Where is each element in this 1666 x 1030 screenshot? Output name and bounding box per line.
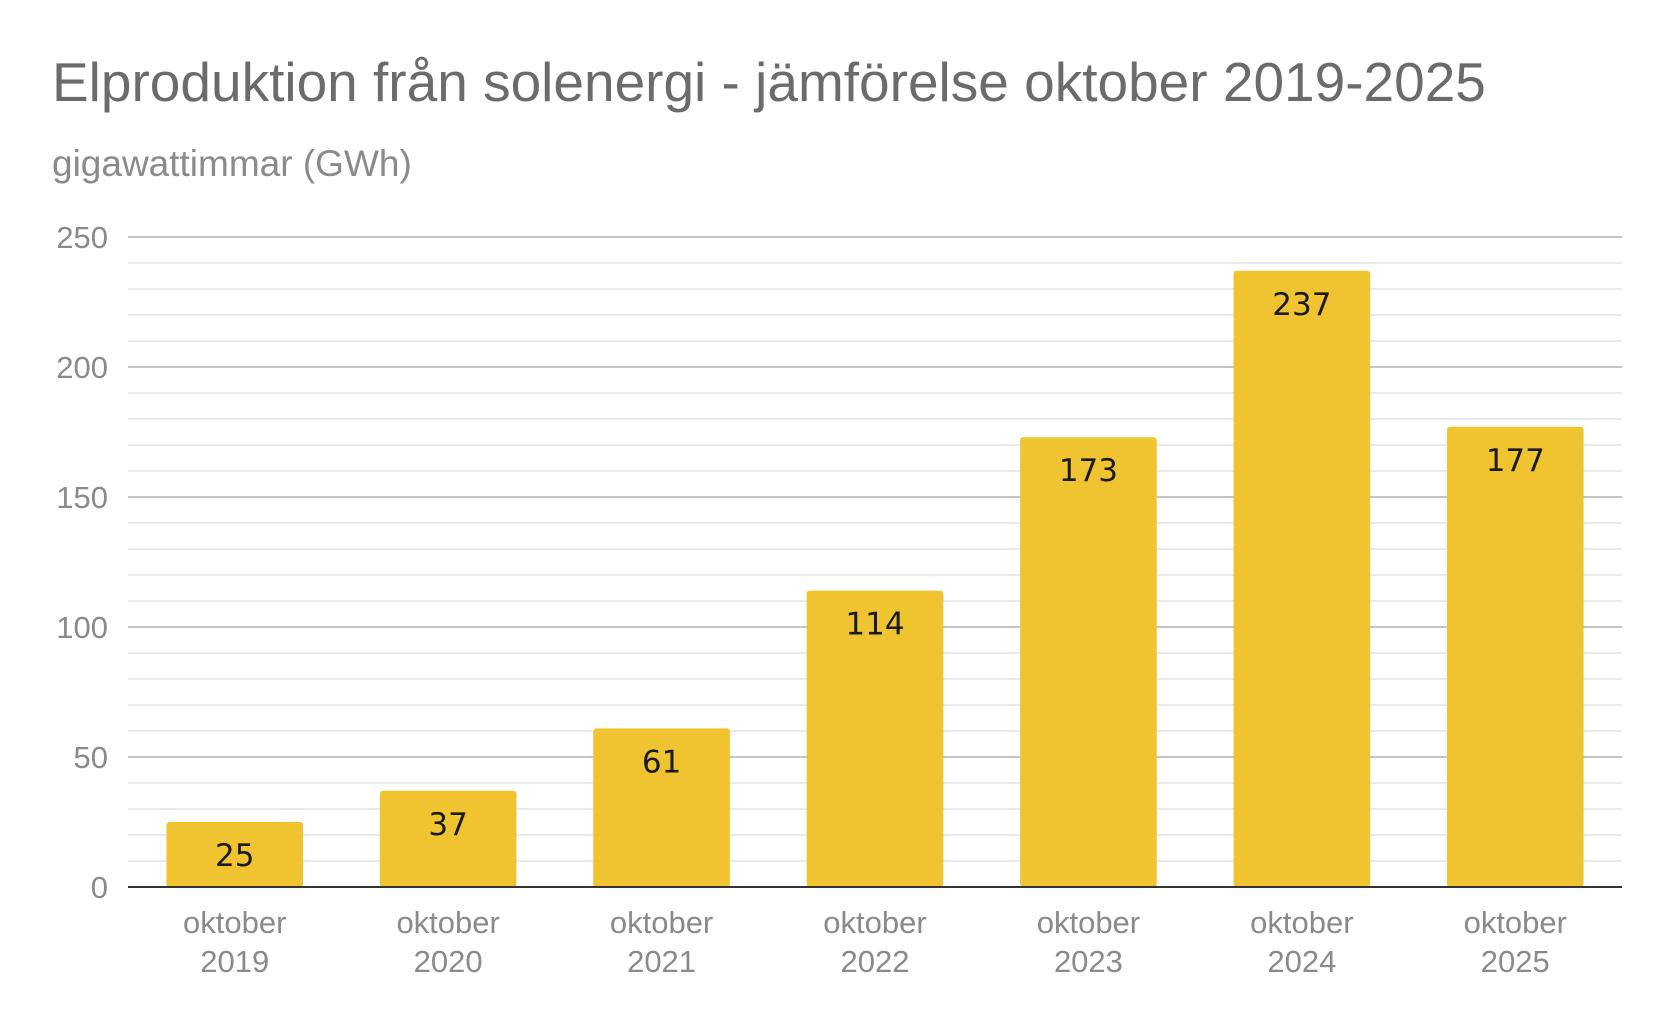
data-label: 37 <box>428 807 467 843</box>
data-labels: 25 37 61 114 173 237 177 <box>215 287 1545 874</box>
bar <box>806 590 944 887</box>
bar <box>593 728 730 887</box>
y-axis-ticks: 0 50 100 150 200 250 <box>56 220 108 905</box>
x-tick-label-year: 2022 <box>841 944 910 979</box>
data-label: 177 <box>1486 443 1545 479</box>
x-axis-ticks: oktober 2019 oktober 2020 oktober 2021 oktober… <box>183 905 1567 979</box>
x-tick-label-year: 2023 <box>1054 944 1123 979</box>
x-tick-label-month: oktober <box>823 905 926 940</box>
x-tick-label-month: oktober <box>1464 905 1567 940</box>
bar <box>166 822 304 887</box>
bar <box>1446 426 1584 887</box>
data-label: 25 <box>215 838 254 874</box>
y-tick-label: 150 <box>56 480 108 515</box>
data-label: 173 <box>1059 453 1118 489</box>
x-tick-label-year: 2021 <box>627 944 696 979</box>
x-tick-label-year: 2025 <box>1481 944 1550 979</box>
y-tick-label: 50 <box>74 740 108 775</box>
x-tick-label-year: 2024 <box>1267 944 1336 979</box>
y-tick-label: 100 <box>56 610 108 645</box>
chart-title: Elproduktion från solenergi - jämförelse… <box>52 51 1486 113</box>
bars <box>166 270 1584 887</box>
x-tick-label-month: oktober <box>396 905 499 940</box>
x-tick-label-month: oktober <box>1250 905 1353 940</box>
bar <box>1233 270 1371 887</box>
bar <box>1020 437 1157 887</box>
x-tick-label-year: 2019 <box>200 944 269 979</box>
x-tick-label-year: 2020 <box>414 944 483 979</box>
y-tick-label: 0 <box>91 870 108 905</box>
x-tick-label-month: oktober <box>1037 905 1140 940</box>
data-label: 114 <box>845 607 904 643</box>
x-tick-label-month: oktober <box>610 905 713 940</box>
y-tick-label: 250 <box>56 220 108 255</box>
data-label: 237 <box>1272 287 1331 323</box>
x-tick-label-month: oktober <box>183 905 286 940</box>
bar <box>379 790 517 887</box>
chart-subtitle: gigawattimmar (GWh) <box>52 143 412 184</box>
data-label: 61 <box>642 744 681 780</box>
y-tick-label: 200 <box>56 350 108 385</box>
